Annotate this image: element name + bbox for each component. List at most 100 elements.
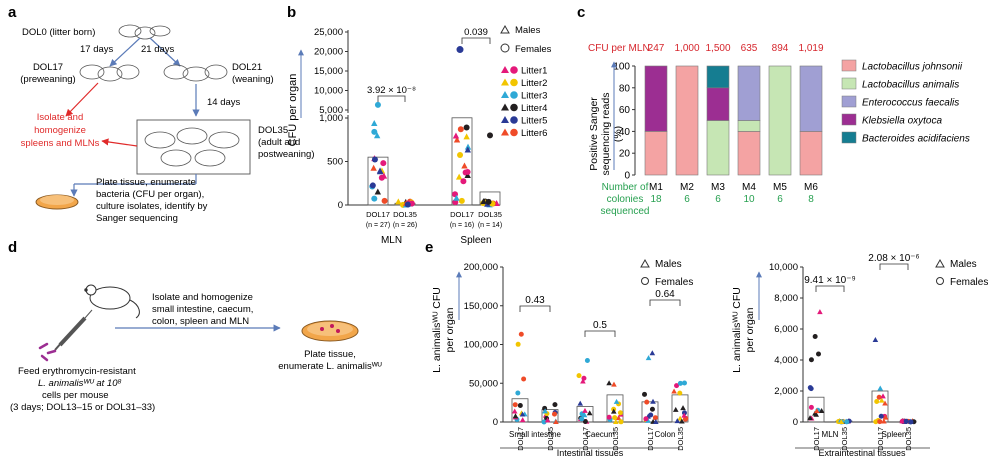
- e-left-pvalue-label: 0.5: [593, 320, 607, 331]
- dol21-sub-label: (weaning): [232, 74, 274, 85]
- b-point: [371, 120, 378, 127]
- e-left-point: [679, 418, 685, 424]
- e-left-ytick-label: 100,000: [464, 340, 498, 351]
- b-ytick-label: 500: [327, 157, 343, 168]
- e-left-point: [642, 391, 648, 397]
- e-section-left: Intestinal tissues: [557, 448, 624, 457]
- b-point: [485, 198, 492, 205]
- e-left-point: [677, 390, 683, 396]
- e-right-cat-label: DOL35: [904, 427, 913, 451]
- e-left-point: [617, 410, 623, 416]
- e-left-point: [542, 408, 548, 414]
- e-left-point: [518, 331, 524, 337]
- c-bar-segment: [737, 131, 761, 176]
- b-point: [464, 146, 472, 153]
- b-legend-litter-tri: [501, 103, 509, 111]
- b-legend-females: Females: [515, 44, 552, 55]
- e-left-point: [674, 383, 680, 389]
- b-point: [455, 173, 463, 180]
- e-right-legend-female-icon: [936, 277, 944, 285]
- e-left-point: [584, 358, 590, 364]
- c-ylabel-2: sequencing reads: [600, 93, 612, 176]
- e-left-group-label: Small intestine: [509, 430, 562, 439]
- b-point: [463, 124, 470, 131]
- e-left-point: [618, 419, 624, 425]
- c-category-label: M5: [773, 182, 787, 193]
- d-feed-2: L. animalisᵂᵁ at 10⁸: [38, 378, 122, 389]
- mice-group-dol35: [144, 127, 240, 167]
- b-ytick-label: 5,000: [319, 105, 343, 116]
- b-point: [371, 195, 378, 202]
- b-pvalue-label: 3.92 × 10⁻⁸: [367, 85, 416, 96]
- e-right-point: [808, 404, 814, 410]
- e-left-point: [577, 400, 584, 406]
- mice-group-dol17: [79, 64, 140, 82]
- b-ytick-label: 10,000: [314, 86, 343, 97]
- e-left-point: [606, 414, 612, 420]
- days-21-label: 21 days: [141, 44, 175, 55]
- c-bar-segment: [706, 87, 730, 121]
- c-ytick-label: 0: [624, 171, 630, 182]
- b-point: [480, 198, 487, 205]
- e-left-point: [517, 403, 523, 409]
- b-point: [457, 126, 464, 133]
- b-legend-female-icon: [500, 43, 510, 53]
- e-left-group-label: Colon: [655, 430, 676, 439]
- e-left-cat-label: DOL35: [676, 427, 685, 451]
- b-point: [453, 194, 460, 201]
- e-left-point: [552, 402, 558, 408]
- b-point: [457, 151, 464, 158]
- e-left-point: [671, 388, 677, 394]
- b-cat-label: DOL35: [393, 210, 417, 219]
- e-left-ytick-label: 200,000: [464, 262, 498, 273]
- c-ytick-label: 20: [619, 149, 631, 160]
- e-right-point: [881, 418, 887, 424]
- e-left-point: [579, 416, 585, 422]
- mice-group-dol0: [118, 24, 171, 40]
- c-cfu-value: 1,019: [798, 43, 823, 54]
- b-point: [458, 197, 465, 204]
- c-legend-label: Bacteroides acidifaciens: [862, 134, 970, 145]
- e-left-ytick-label: 50,000: [469, 378, 498, 389]
- panel-d: Isolate and homogenize small intestine, …: [10, 284, 382, 413]
- e-right-ytick-label: 2,000: [774, 386, 798, 397]
- b-point: [374, 101, 381, 108]
- d-feed-1: Feed erythromycin-resistant: [18, 366, 136, 377]
- e-left-cat-label: DOL17: [646, 427, 655, 451]
- e-right-legend-males: Males: [950, 259, 977, 270]
- b-pvalue-bracket: [377, 95, 406, 102]
- b-point: [460, 178, 467, 185]
- c-legend-swatch: [841, 77, 857, 90]
- b-pvalue-label: 0.039: [464, 27, 488, 38]
- dol35-cage: [136, 119, 251, 175]
- c-ytick-label: 100: [613, 62, 630, 73]
- c-legend-label: Lactobacillus johnsonii: [862, 62, 963, 73]
- c-bar-segment: [737, 65, 761, 121]
- e-right-point: [877, 419, 883, 425]
- c-legend-swatch: [841, 113, 857, 126]
- c-legend-label: Lactobacillus animalis: [862, 80, 959, 91]
- b-legend-litter-dot: [510, 66, 518, 74]
- b-n-label: (n = 27): [366, 222, 390, 229]
- e-left-point: [582, 407, 588, 413]
- plate-text-1: Plate tissue, enumerate: [96, 177, 196, 188]
- panel-e: L. animalisᵂᵁ CFU per organ L. animalisᵂ…: [431, 253, 988, 457]
- plate-text-4: Sanger sequencing: [96, 213, 178, 224]
- b-point: [395, 198, 402, 205]
- e-right-pvalue-label: 2.08 × 10⁻⁶: [868, 253, 919, 264]
- e-right-ylabel-2: per organ: [744, 307, 756, 352]
- e-right-point: [876, 394, 882, 400]
- b-point: [404, 201, 411, 208]
- b-point: [456, 46, 464, 54]
- d-plate-2: enumerate L. animalisᵂᵁ: [278, 361, 381, 372]
- e-left-group-label: Caecum: [585, 430, 615, 439]
- e-left-point: [649, 350, 656, 356]
- e-right-point: [838, 418, 845, 424]
- b-legend-litter: Litter5: [521, 116, 547, 127]
- b-point: [370, 164, 377, 171]
- e-left-legend-female-icon: [641, 277, 649, 285]
- e-left-point: [551, 411, 557, 417]
- e-left-pvalue-bracket: [584, 330, 616, 337]
- dol21-label: DOL21: [232, 62, 262, 73]
- c-bar-segment: [706, 120, 730, 176]
